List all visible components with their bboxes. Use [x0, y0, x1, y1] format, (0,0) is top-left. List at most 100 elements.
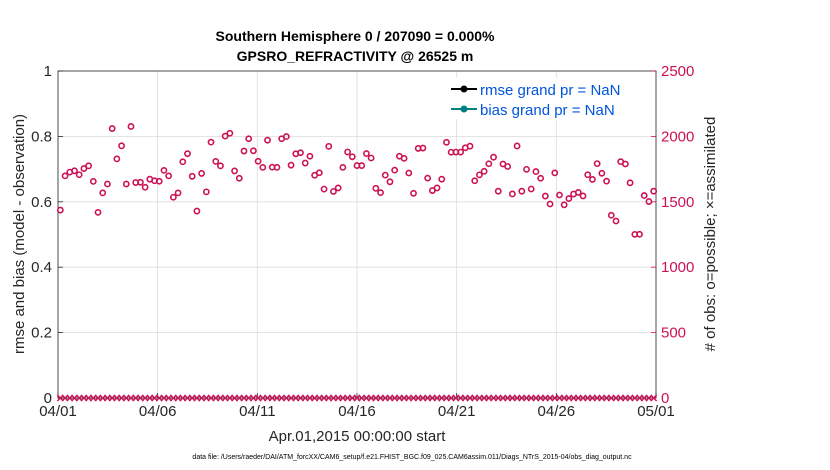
- y-right-tick-label: 0: [661, 390, 669, 407]
- possible-obs-point: [99, 189, 107, 197]
- possible-obs-point: [264, 136, 271, 144]
- y-right-tick-label: 1500: [661, 194, 694, 211]
- possible-obs-point: [104, 180, 111, 188]
- possible-obs-point: [438, 175, 446, 183]
- possible-obs-point: [348, 153, 356, 161]
- possible-obs-point: [471, 177, 479, 185]
- possible-obs-point: [118, 142, 125, 150]
- possible-obs-point: [127, 123, 135, 130]
- assimilated-obs-point: [650, 394, 658, 402]
- possible-obs-point: [565, 195, 573, 202]
- possible-obs-point: [202, 188, 210, 196]
- y-tick-label: 1: [44, 63, 52, 80]
- possible-obs-point: [546, 200, 554, 208]
- possible-obs-point: [433, 184, 441, 192]
- possible-obs-point: [612, 217, 620, 225]
- y-axis-label: rmse and bias (model - observation): [11, 114, 28, 354]
- possible-obs-point: [424, 174, 432, 182]
- possible-obs-point: [212, 157, 220, 165]
- possible-obs-point: [334, 184, 342, 192]
- possible-obs-point: [330, 188, 337, 195]
- possible-obs-point: [523, 165, 530, 173]
- possible-obs-point: [358, 162, 366, 169]
- possible-obs-point: [137, 178, 144, 186]
- possible-obs-point: [537, 174, 545, 182]
- possible-obs-point: [160, 167, 168, 174]
- y-tick-label: 0.8: [31, 128, 52, 145]
- y-tick-label: 0.6: [31, 194, 52, 211]
- possible-obs-point: [61, 172, 69, 180]
- y-right-axis-label: # of obs: o=possible; ×=assimilated: [702, 117, 719, 352]
- possible-obs-point: [217, 162, 224, 170]
- possible-obs-point: [476, 171, 483, 179]
- possible-obs-point: [598, 169, 606, 177]
- possible-obs-point: [574, 188, 582, 196]
- legend-bias-marker: [460, 105, 468, 113]
- assimilated-obs-series: [56, 394, 658, 402]
- possible-obs-point: [198, 170, 206, 177]
- y-right-axis-ticks: 0 500 1000 1500 2000 2500: [651, 63, 694, 407]
- possible-obs-point: [141, 183, 149, 191]
- possible-obs-point: [621, 160, 629, 168]
- possible-obs-point: [226, 129, 234, 137]
- possible-obs-point: [410, 189, 417, 197]
- x-tick-label: 04/11: [239, 403, 275, 420]
- possible-obs-point: [108, 125, 116, 132]
- possible-obs-point: [250, 147, 257, 155]
- y-right-tick-label: 1000: [661, 259, 694, 276]
- x-tick-label: 05/01: [637, 403, 675, 420]
- y-right-tick-label: 500: [661, 325, 686, 342]
- possible-obs-point: [518, 187, 526, 195]
- x-axis-ticks: 04/01 04/06 04/11 04/16 04/21 04/26 05/01: [39, 393, 675, 420]
- possible-obs-point: [221, 132, 229, 140]
- possible-obs-point: [320, 185, 328, 193]
- legend-bias-label: bias grand pr = NaN: [480, 102, 615, 119]
- possible-obs-point: [339, 163, 347, 171]
- x-tick-label: 04/21: [438, 403, 476, 420]
- possible-obs-point: [367, 154, 375, 162]
- possible-obs-point: [273, 163, 281, 171]
- x-tick-label: 04/26: [538, 403, 576, 420]
- y-right-tick-label: 2000: [661, 128, 694, 145]
- possible-obs-point: [287, 161, 295, 169]
- possible-obs-point: [513, 142, 521, 150]
- possible-obs-point: [89, 177, 97, 185]
- possible-obs-point: [282, 133, 290, 140]
- possible-obs-point: [593, 160, 601, 168]
- possible-obs-point: [174, 189, 182, 197]
- possible-obs-point: [372, 184, 380, 192]
- legend-rmse-label: rmse grand pr = NaN: [480, 82, 620, 99]
- x-tick-label: 04/01: [39, 403, 77, 420]
- possible-obs-point: [85, 162, 93, 170]
- possible-obs-point: [556, 191, 563, 199]
- possible-obs-point: [71, 167, 78, 175]
- legend-box: [442, 77, 649, 120]
- x-tick-label: 04/06: [139, 403, 177, 420]
- possible-obs-point: [56, 206, 64, 214]
- x-tick-label: 04/16: [338, 403, 376, 420]
- possible-obs-point: [494, 187, 502, 195]
- possible-obs-point: [344, 148, 351, 156]
- possible-obs-point: [490, 153, 497, 161]
- possible-obs-point: [184, 150, 191, 158]
- possible-obs-point: [113, 155, 121, 163]
- possible-obs-point: [485, 160, 493, 168]
- possible-obs-point: [480, 167, 488, 175]
- possible-obs-point: [301, 159, 309, 167]
- possible-obs-series: [56, 123, 658, 238]
- possible-obs-point: [306, 152, 314, 160]
- possible-obs-point: [80, 165, 88, 172]
- possible-obs-point: [508, 190, 516, 198]
- possible-obs-point: [560, 201, 568, 209]
- possible-obs-point: [325, 142, 333, 150]
- y-tick-label: 0.4: [31, 259, 52, 276]
- possible-obs-point: [603, 177, 610, 185]
- y-right-tick-label: 2500: [661, 63, 694, 80]
- possible-obs-point: [457, 148, 464, 156]
- y-axis-ticks: 0 0.2 0.4 0.6 0.8 1: [31, 63, 63, 407]
- possible-obs-point: [179, 158, 187, 166]
- possible-obs-point: [155, 177, 163, 185]
- possible-obs-point: [589, 176, 596, 183]
- possible-obs-point: [297, 149, 304, 157]
